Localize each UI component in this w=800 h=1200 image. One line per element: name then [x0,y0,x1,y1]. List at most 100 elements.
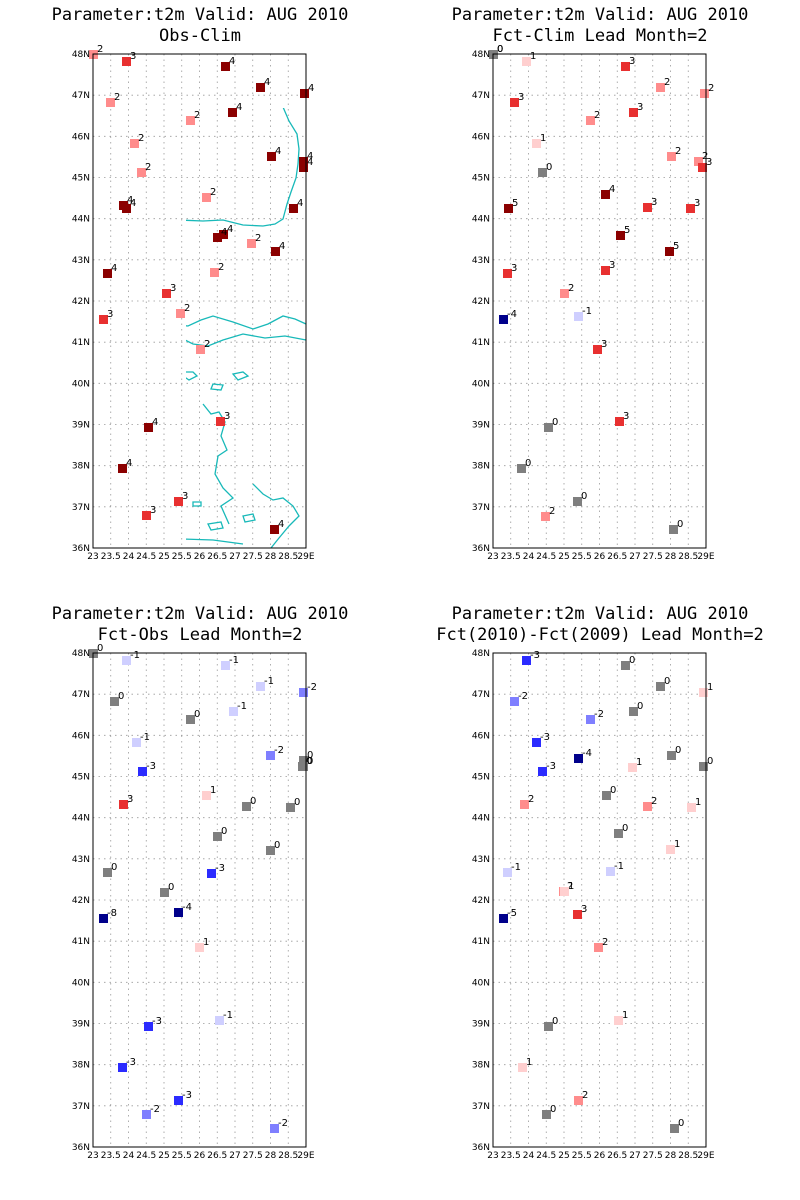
station-marker [174,497,183,506]
station-value: 0 [678,1118,684,1129]
lat-tick-label: 38N [472,462,490,472]
lat-tick-label: 36N [72,1143,90,1153]
station-marker [195,943,204,952]
station-value: 4 [308,83,314,94]
station-marker [213,233,222,242]
lat-tick-label: 39N [72,1020,90,1030]
station-value: 2 [549,506,555,517]
station-value: 0 [274,840,280,851]
station-value: 3 [182,491,188,502]
station-value: 3 [637,102,643,113]
lat-tick-label: 40N [472,379,490,389]
coastline-path [571,1073,579,1079]
panel-title: Parameter:t2m Valid: AUG 2010 [52,5,349,25]
lon-tick-label: 27.5 [243,552,263,562]
lon-tick-label: 25.5 [172,552,192,562]
lon-tick-label: 24.5 [536,1151,556,1161]
station-value: 2 [664,77,670,88]
lat-tick-label: 37N [472,1102,490,1112]
lon-tick-label: 29E [297,552,314,562]
lat-tick-label: 43N [72,256,90,266]
station-marker [629,108,638,117]
coastline-path [571,474,579,480]
lat-tick-label: 39N [472,421,490,431]
station-marker [602,791,611,800]
lon-tick-label: 26.5 [607,1151,627,1161]
lon-tick-label: 27.5 [643,1151,663,1161]
station-value: 4 [236,102,242,113]
station-value: 2 [114,92,120,103]
station-value: 0 [168,882,174,893]
coastline-path [493,439,523,524]
station-value: -4 [507,309,517,320]
station-marker [522,57,531,66]
station-marker [103,868,112,877]
station-marker [299,163,308,172]
station-marker [215,1016,224,1025]
station-value: 1 [636,757,642,768]
station-value: 0 [622,823,628,834]
coastline-path [493,983,548,1025]
lon-tick-label: 28 [665,552,677,562]
coastline [93,653,306,1147]
station-value: 0 [675,745,681,756]
station-value: 0 [307,750,313,761]
station-marker [532,738,541,747]
station-marker [299,756,308,765]
station-value: 2 [194,110,200,121]
coastline-path [153,1093,163,1102]
station-marker [144,1022,153,1031]
station-value: -1 [582,306,592,317]
lon-tick-label: 28.5 [678,552,698,562]
station-value: 1 [622,1010,628,1021]
station-marker [700,89,709,98]
coastline-path [608,1121,623,1129]
station-marker [216,417,225,426]
panel-subtitle: Fct-Obs Lead Month=2 [98,625,303,645]
station-value: 0 [97,643,103,654]
station-value: 4 [278,519,284,530]
station-marker [207,869,216,878]
station-marker [616,231,625,240]
station-marker [130,139,139,148]
lon-tick-label: 24 [523,552,535,562]
station-value: -4 [582,748,592,759]
station-marker [228,108,237,117]
lat-tick-label: 45N [72,174,90,184]
station-marker [504,204,513,213]
station-value: 3 [623,411,629,422]
coastline-path [133,522,147,532]
stations: -1 -1-1-200-1-1-2 0-3 0100300-30-8-410-1-3-… [89,643,317,1133]
station-value: 3 [224,411,230,422]
station-value: 5 [624,225,630,236]
station-value: 3 [629,56,635,67]
lat-tick-label: 40N [72,978,90,988]
station-marker [118,464,127,473]
panel-title: Parameter:t2m Valid: AUG 2010 [52,604,349,624]
lon-tick-label: 23 [87,552,98,562]
station-value: -1 [229,655,239,666]
station-value: -1 [264,676,274,687]
station-value: 5 [512,198,518,209]
station-marker [160,888,169,897]
lon-tick-label: 27 [629,552,640,562]
lon-tick-label: 27 [229,1151,240,1161]
station-marker [144,423,153,432]
station-value: 0 [581,491,587,502]
station-marker [219,230,228,239]
lon-tick-label: 23.5 [101,552,121,562]
lat-tick-label: 45N [472,174,490,184]
lat-tick-label: 48N [472,649,490,659]
station-value: 0 [307,756,313,767]
station-value: 2 [602,937,608,948]
station-value: 4 [609,184,615,195]
coastline-path [153,494,163,503]
station-marker [510,98,519,107]
coastline-path [583,971,597,979]
lon-tick-label: 25 [558,1151,569,1161]
station-value: 2 [702,151,708,162]
station-value: -3 [546,761,556,772]
map-frame [92,53,307,549]
